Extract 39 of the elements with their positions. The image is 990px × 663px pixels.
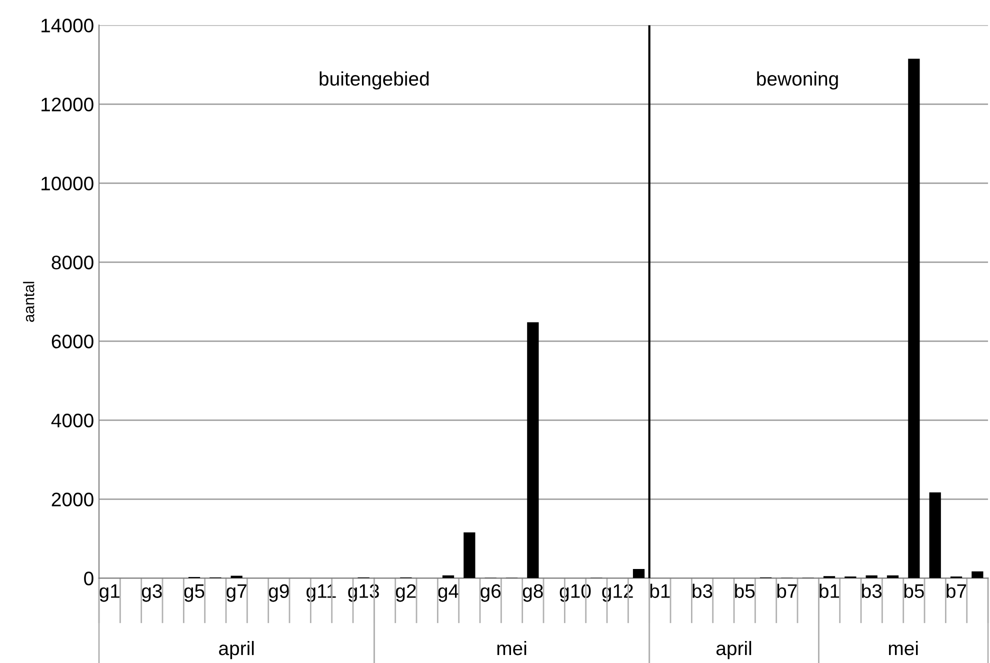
x-tick-label: g9	[268, 584, 289, 602]
x-tick-label: g1	[100, 584, 120, 602]
bar	[464, 532, 476, 578]
y-axis-title: aantal	[23, 282, 34, 322]
bar	[527, 322, 539, 578]
y-tick-label: 10000	[42, 176, 94, 190]
x-tick-label: g5	[184, 584, 204, 602]
x-tick-label: g10	[560, 584, 591, 602]
x-tick-label: b1	[650, 584, 670, 598]
annotation: bewoning	[757, 71, 838, 90]
x-tick-label: g4	[438, 584, 459, 602]
x-tick-label: b5	[735, 584, 755, 598]
bar	[632, 569, 645, 578]
y-tick-label: 14000	[42, 18, 94, 32]
x-tick-label: b5	[904, 584, 924, 598]
bar	[929, 492, 941, 578]
x-tick-label: b1	[820, 584, 840, 598]
x-tick-label: b7	[946, 584, 966, 598]
x-tick-label: b3	[862, 584, 882, 598]
x-tick-label: g3	[142, 584, 162, 602]
y-tick-label: 6000	[52, 334, 94, 348]
x-tick-label: g6	[480, 584, 501, 602]
y-tick-label: 4000	[51, 414, 94, 428]
y-tick-label: 8000	[52, 256, 94, 270]
text: mei	[497, 640, 526, 656]
y-tick-label: 2000	[52, 492, 94, 506]
bar	[908, 58, 920, 578]
x-tick-label: b7	[777, 584, 797, 598]
text: april	[716, 640, 752, 660]
annotation: buitengebied	[320, 71, 429, 90]
text: april	[219, 640, 254, 660]
x-tick-label: g2	[396, 584, 416, 602]
y-tick-label: 0	[84, 572, 94, 586]
text: mei	[888, 640, 918, 656]
x-tick-label: b3	[692, 584, 712, 598]
x-tick-label: g8	[522, 584, 543, 602]
x-tick-label: g7	[226, 584, 246, 602]
bar	[972, 571, 984, 578]
y-tick-label: 12000	[42, 98, 94, 112]
